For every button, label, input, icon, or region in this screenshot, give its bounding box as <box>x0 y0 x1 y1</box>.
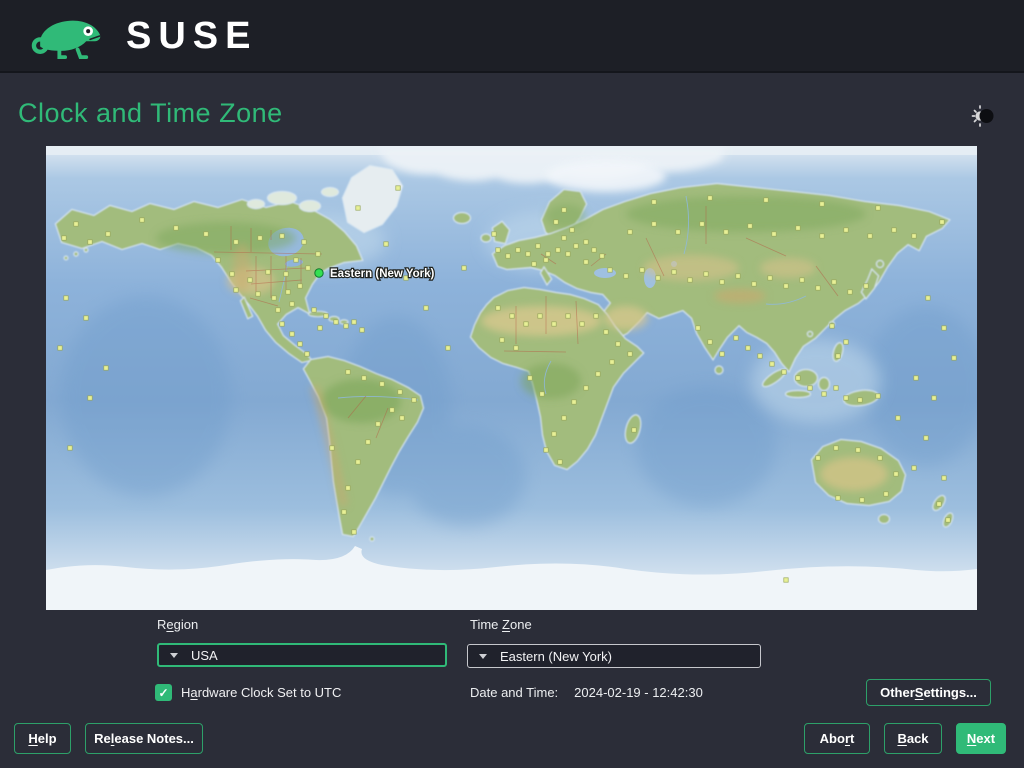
hardware-clock-label: Hardware Clock Set to UTC <box>181 685 342 700</box>
timezone-value: Eastern (New York) <box>500 648 612 664</box>
datetime-label: Date and Time: <box>470 685 559 700</box>
terrain-shading <box>156 196 888 507</box>
region-label: Region <box>157 617 199 632</box>
region-combobox[interactable]: USA <box>157 643 447 667</box>
region-value: USA <box>191 647 218 663</box>
light-dark-icon <box>971 105 994 127</box>
world-map-graphic: Eastern (New York) <box>46 146 977 610</box>
datetime-row: Date and Time: 2024-02-19 - 12:42:30 <box>470 685 703 700</box>
suse-logo: SUSE <box>26 12 257 60</box>
chevron-down-icon <box>479 653 487 659</box>
city-markers <box>57 185 957 583</box>
selected-marker[interactable] <box>314 268 324 278</box>
arctic-ice <box>46 146 977 192</box>
country-borders <box>213 206 839 439</box>
map-selected-label: Eastern (New York) <box>330 268 435 280</box>
antarctica <box>46 546 977 610</box>
ocean-depths <box>61 296 977 526</box>
page-title: Clock and Time Zone <box>18 98 283 128</box>
chevron-down-icon <box>170 652 178 658</box>
timezone-combobox[interactable]: Eastern (New York) <box>467 644 761 668</box>
theme-toggle-button[interactable] <box>970 103 996 129</box>
timezone-map[interactable]: Eastern (New York) <box>46 146 977 610</box>
suse-chameleon-icon <box>31 20 101 59</box>
datetime-value: 2024-02-19 - 12:42:30 <box>574 685 703 700</box>
timezone-label: Time Zone <box>470 617 532 632</box>
brand-wordmark: SUSE <box>126 14 258 57</box>
checkbox-checked-icon[interactable]: ✓ <box>155 684 172 701</box>
abort-button[interactable]: Abo r t <box>804 723 870 754</box>
release-notes-button[interactable]: Re l ease Notes... <box>85 723 203 754</box>
top-brand-bar: SUSE <box>0 0 1024 73</box>
hardware-clock-checkbox-row[interactable]: ✓ Hardware Clock Set to UTC <box>155 684 341 701</box>
rivers <box>278 195 807 401</box>
